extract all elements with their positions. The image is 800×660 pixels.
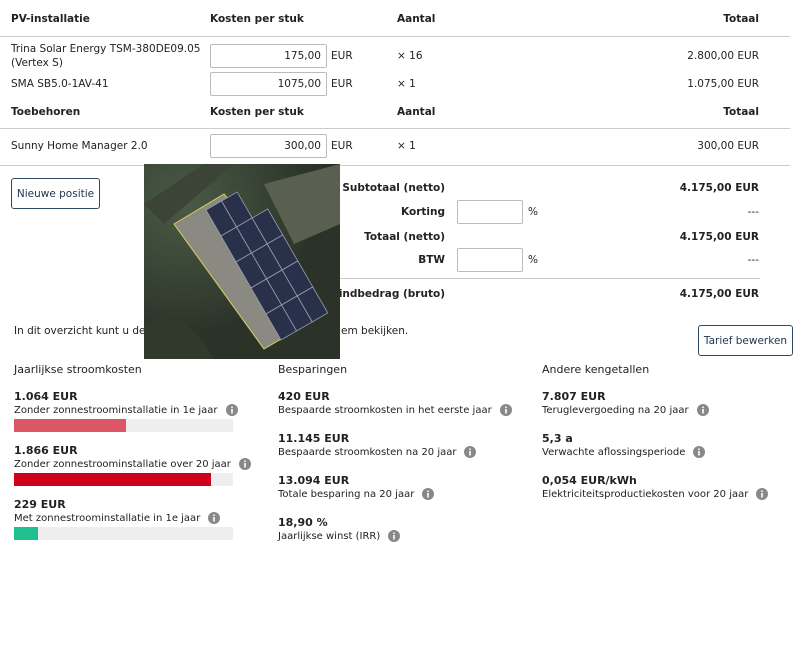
metric-text: Met zonnestroominstallatie in 1e jaar: [14, 513, 201, 524]
price-input[interactable]: 300,00: [210, 134, 327, 158]
new-position-button[interactable]: Nieuwe positie: [11, 178, 100, 209]
metric-value: 5,3 a: [542, 432, 573, 445]
roof-image: [144, 164, 340, 359]
metric-value: 18,90 %: [278, 516, 328, 529]
info-icon-glyph: [696, 404, 709, 416]
metric-value: 1.866 EUR: [14, 444, 78, 457]
metric-text: Bespaarde stroomkosten na 20 jaar: [278, 447, 457, 458]
section-title: Besparingen: [278, 363, 348, 376]
note-text: In dit overzicht kunt u de res: [14, 325, 165, 337]
product-name: Trina Solar Energy TSM-380DE09.05 (Verte…: [11, 43, 201, 69]
metric-text: Elektriciteitsproductiekosten voor 20 ja…: [542, 489, 749, 500]
info-icon: [225, 404, 238, 416]
quantity: × 16: [397, 50, 423, 62]
unit: %: [528, 254, 538, 266]
unit: EUR: [331, 140, 353, 152]
metric-value: 420 EUR: [278, 390, 330, 403]
summary-value: ---: [747, 254, 759, 266]
bar-track: [14, 473, 233, 486]
summary-value: ---: [747, 206, 759, 218]
metric-text: Totale besparing na 20 jaar: [278, 489, 415, 500]
info-icon: [696, 404, 709, 416]
product-name: SMA SB5.0-1AV-41: [11, 78, 109, 90]
divider: [0, 36, 790, 37]
metric-value: 7.807 EUR: [542, 390, 606, 403]
metric-value: 13.094 EUR: [278, 474, 350, 487]
summary-label: BTW: [418, 254, 445, 266]
summary-label: Eindbedrag (bruto): [331, 288, 445, 300]
product-name: Sunny Home Manager 2.0: [11, 140, 148, 152]
metric-value: 11.145 EUR: [278, 432, 350, 445]
quantity: × 1: [397, 78, 416, 90]
summary-value: 4.175,00 EUR: [679, 231, 759, 243]
input-field[interactable]: [457, 200, 523, 224]
info-icon-glyph: [693, 446, 706, 458]
column-header: Totaal: [723, 106, 759, 118]
bar-track: [14, 527, 233, 540]
metric-text: Jaarlijkse winst (IRR): [278, 531, 381, 542]
info-icon: [693, 446, 706, 458]
cost-bar: [14, 527, 39, 540]
metric-value: 229 EUR: [14, 498, 66, 511]
info-icon: [499, 404, 512, 416]
info-icon-glyph: [225, 404, 238, 416]
info-icon-glyph: [422, 488, 435, 500]
info-icon: [422, 488, 435, 500]
info-icon: [208, 512, 221, 524]
metric-value: 1.064 EUR: [14, 390, 78, 403]
note-text: em bekijken.: [341, 325, 409, 337]
info-icon-glyph: [238, 458, 251, 470]
metric-value: 0,054 EUR/kWh: [542, 474, 637, 487]
info-icon-glyph: [208, 512, 221, 524]
summary-label: Korting: [401, 206, 445, 218]
section-title: Andere kengetallen: [542, 363, 650, 376]
divider: [340, 278, 760, 279]
unit: EUR: [331, 78, 353, 90]
cost-bar: [14, 419, 127, 432]
metric-text: Verwachte aflossingsperiode: [542, 447, 686, 458]
column-header: Aantal: [397, 106, 436, 118]
price-input[interactable]: 1075,00: [210, 72, 327, 96]
cost-bar: [14, 473, 211, 486]
column-header: PV-installatie: [11, 13, 90, 25]
input-field[interactable]: [457, 248, 523, 272]
column-header: Aantal: [397, 13, 436, 25]
info-icon-glyph: [464, 446, 477, 458]
summary-label: Subtotaal (netto): [342, 182, 445, 194]
info-icon: [464, 446, 477, 458]
metric-text: Bespaarde stroomkosten in het eerste jaa…: [278, 405, 492, 416]
roof-image-drawing: [144, 164, 340, 359]
unit: EUR: [331, 50, 353, 62]
row-total: 300,00 EUR: [697, 140, 759, 152]
tariff-button[interactable]: Tarief bewerken: [698, 325, 793, 356]
info-icon: [756, 488, 769, 500]
column-header: Toebehoren: [11, 106, 81, 118]
section-title: Jaarlijkse stroomkosten: [14, 363, 142, 376]
info-icon-glyph: [388, 530, 401, 542]
column-header: Totaal: [723, 13, 759, 25]
summary-label: Totaal (netto): [364, 231, 445, 243]
summary-value: 4.175,00 EUR: [679, 182, 759, 194]
divider: [0, 165, 790, 166]
metric-text: Teruglevergoeding na 20 jaar: [542, 405, 689, 416]
column-header: Kosten per stuk: [210, 106, 304, 118]
divider: [0, 128, 790, 129]
info-icon: [238, 458, 251, 470]
info-icon: [388, 530, 401, 542]
unit: %: [528, 206, 538, 218]
summary-value: 4.175,00 EUR: [679, 288, 759, 300]
metric-text: Zonder zonnestroominstallatie in 1e jaar: [14, 405, 218, 416]
quantity: × 1: [397, 140, 416, 152]
price-input[interactable]: 175,00: [210, 44, 327, 68]
metric-text: Zonder zonnestroominstallatie over 20 ja…: [14, 459, 231, 470]
row-total: 1.075,00 EUR: [687, 78, 759, 90]
bar-track: [14, 419, 233, 432]
info-icon-glyph: [499, 404, 512, 416]
column-header: Kosten per stuk: [210, 13, 304, 25]
info-icon-glyph: [756, 488, 769, 500]
row-total: 2.800,00 EUR: [687, 50, 759, 62]
